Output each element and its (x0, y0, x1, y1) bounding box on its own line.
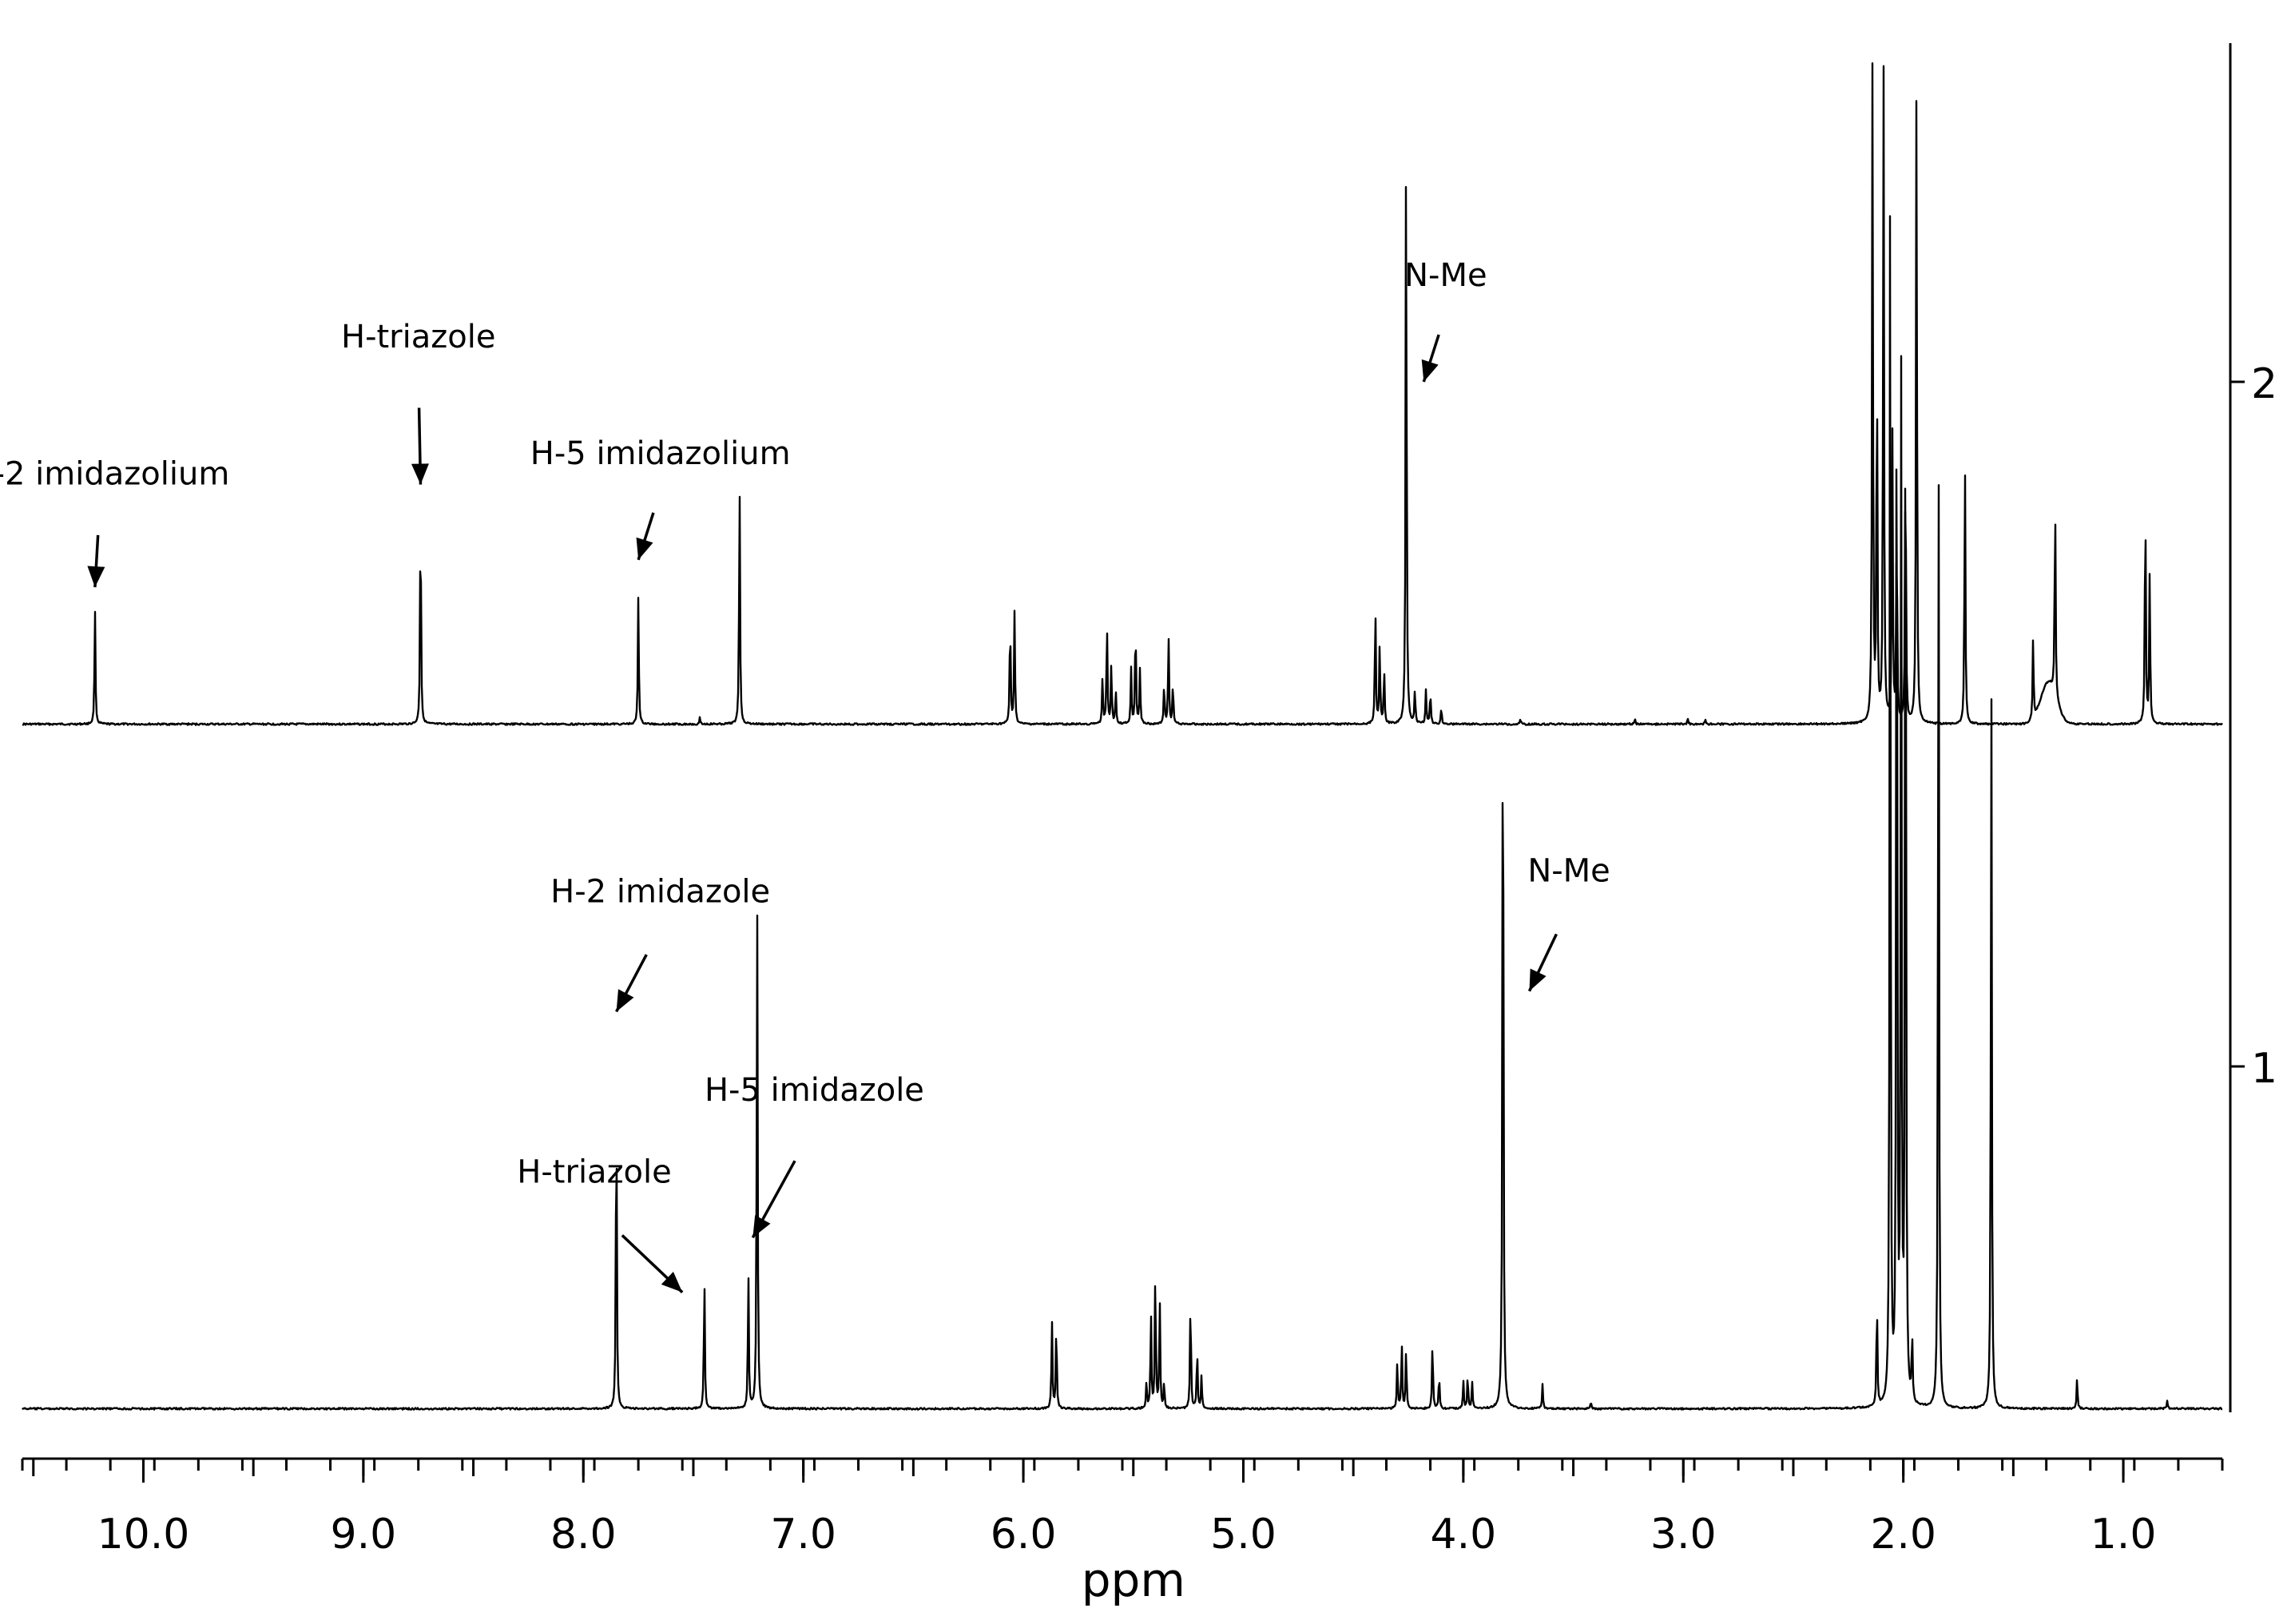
peak-arrowhead-6 (752, 1215, 771, 1238)
peak-arrowhead-5 (616, 989, 634, 1012)
peak-label-1: H-2 imidazolium (0, 456, 229, 493)
x-tick-label: 5.0 (1210, 1511, 1277, 1558)
x-tick-label: 8.0 (550, 1511, 617, 1558)
x-tick-label: 1.0 (2091, 1511, 2157, 1558)
x-axis-ticks: 10.0 9.0 8.0 7.0 6.0 5.0 4.0 3.0 2.0 1.0 (21, 1459, 2224, 1558)
x-tick-label: 6.0 (991, 1511, 1057, 1558)
peak-label-4: N-Me (1404, 257, 1487, 294)
y-tick-label: 2 (2251, 360, 2277, 408)
peak-label-8: N-Me (1527, 853, 1610, 890)
peak-arrowhead-7 (661, 1271, 683, 1292)
spectrum-trace-1 (22, 62, 2223, 726)
peak-arrowhead-2 (411, 463, 429, 485)
peak-label-6: H-5 imidazole (705, 1072, 924, 1109)
y-tick-label: 1 (2251, 1045, 2277, 1093)
peak-label-3: H-5 imidazolium (530, 435, 791, 472)
spectrum-trace-2 (22, 215, 2223, 1411)
plot-area: H-2 imidazolium H-triazole H-5 imidazolium… (0, 62, 2223, 1411)
x-axis: 10.0 9.0 8.0 7.0 6.0 5.0 4.0 3.0 2.0 1.0 ppm (21, 1457, 2224, 1607)
x-tick-label: 3.0 (1650, 1511, 1717, 1558)
peak-arrowhead-8 (1529, 968, 1547, 991)
peak-arrowhead-1 (87, 566, 105, 588)
x-tick-label: 2.0 (1870, 1511, 1936, 1558)
y-axis-ticks: 21 (2230, 360, 2277, 1093)
peak-label-5: H-2 imidazole (550, 873, 770, 910)
peak-arrowhead-4 (1421, 359, 1439, 382)
x-tick-label: 10.0 (97, 1511, 190, 1558)
peak-arrowhead-3 (636, 537, 653, 560)
peak-annotations: H-2 imidazolium H-triazole H-5 imidazolium… (0, 257, 1610, 1294)
peak-label-7: H-triazole (517, 1154, 671, 1191)
spectra (22, 62, 2223, 1411)
x-tick-label: 4.0 (1431, 1511, 1497, 1558)
peak-label-2: H-triazole (341, 319, 495, 355)
x-tick-label: 7.0 (770, 1511, 836, 1558)
y-axis: 21 (2229, 43, 2277, 1412)
x-tick-label: 9.0 (331, 1511, 397, 1558)
x-axis-title: ppm (1082, 1553, 1185, 1607)
